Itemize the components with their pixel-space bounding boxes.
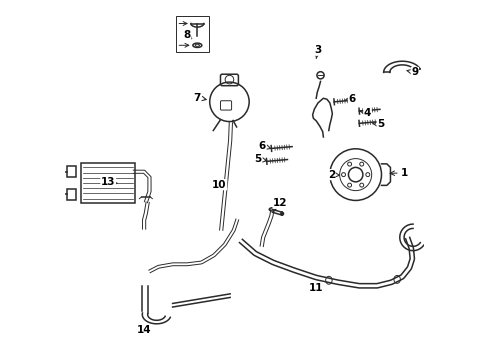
- Text: 3: 3: [313, 45, 321, 59]
- Text: 12: 12: [273, 198, 287, 208]
- Text: 6: 6: [344, 94, 355, 104]
- Text: 6: 6: [258, 141, 270, 151]
- Text: 14: 14: [137, 325, 151, 335]
- Text: 9: 9: [406, 67, 418, 77]
- Bar: [176, 17, 208, 51]
- Text: 5: 5: [372, 120, 384, 129]
- Text: 1: 1: [389, 168, 407, 178]
- Text: 10: 10: [212, 180, 227, 190]
- Bar: [81, 163, 135, 203]
- Bar: [67, 189, 76, 200]
- Text: 8: 8: [183, 30, 191, 40]
- Text: 4: 4: [360, 108, 370, 118]
- Text: 7: 7: [193, 93, 206, 103]
- Bar: [67, 166, 76, 177]
- Circle shape: [280, 212, 283, 215]
- Text: 13: 13: [101, 177, 117, 187]
- Text: 5: 5: [254, 154, 266, 164]
- Text: 2: 2: [327, 170, 339, 180]
- Text: 11: 11: [308, 283, 323, 293]
